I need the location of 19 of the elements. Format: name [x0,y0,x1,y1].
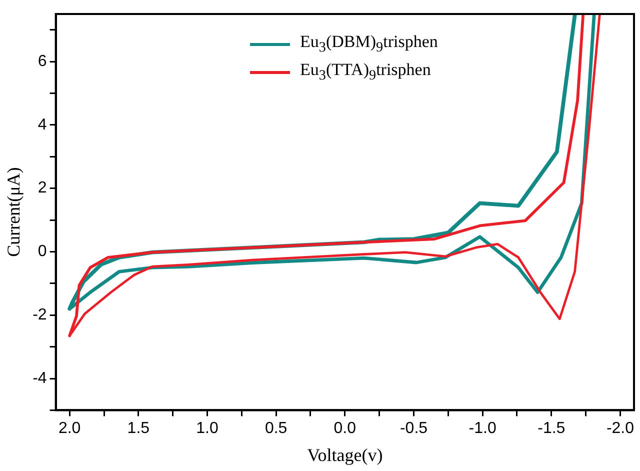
x-tick-label: 1.5 [127,420,150,438]
y-tick-label: 2 [38,180,47,197]
x-tick-label: -1.5 [538,420,566,438]
x-tick-label: 0.5 [264,420,288,438]
y-tick-label: 0 [38,243,47,260]
x-tick-label: 2.0 [58,420,81,438]
y-axis-title: Current(μA) [4,167,24,257]
y-tick-label: -2 [32,306,47,324]
x-tick-label: 0.0 [334,420,356,438]
x-tick-label: 1.0 [196,420,218,438]
x-tick-label: -0.5 [400,420,428,438]
y-tick-label: -4 [32,370,47,387]
x-tick-label: -2.0 [606,420,634,438]
x-tick-label: -1.0 [468,420,496,438]
x-axis-title: Voltage(v) [307,444,383,465]
y-tick-label: 4 [38,116,47,134]
y-tick-label: 6 [38,52,47,70]
legend-label: Eu$_{3}$(TTA)$_{9}$trisphen [300,60,431,84]
legend-label: Eu$_{3}$(DBM)$_{9}$trisphen [300,32,438,56]
